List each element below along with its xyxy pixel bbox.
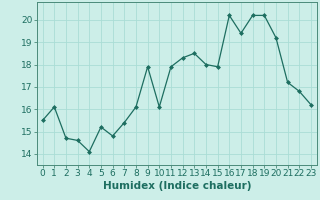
X-axis label: Humidex (Indice chaleur): Humidex (Indice chaleur) [102, 181, 251, 191]
